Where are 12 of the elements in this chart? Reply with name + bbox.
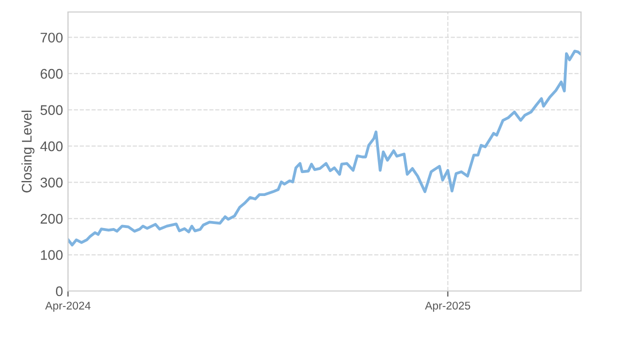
y-tick-label: 300 (40, 178, 63, 188)
y-tick-label: 100 (41, 250, 63, 260)
y-tick-label: 600 (40, 68, 63, 79)
y-axis-title: Closing Level (21, 110, 34, 192)
y-tick-label: 0 (56, 286, 63, 296)
y-tick-label: 500 (40, 105, 63, 115)
y-tick-label: 200 (40, 214, 63, 224)
y-tick-label: 700 (40, 32, 63, 43)
y-tick-label: 400 (40, 141, 63, 152)
x-tick-label: Apr-2024 (45, 302, 91, 312)
line-series (68, 50, 581, 246)
x-tick-label: Apr-2025 (424, 302, 470, 312)
